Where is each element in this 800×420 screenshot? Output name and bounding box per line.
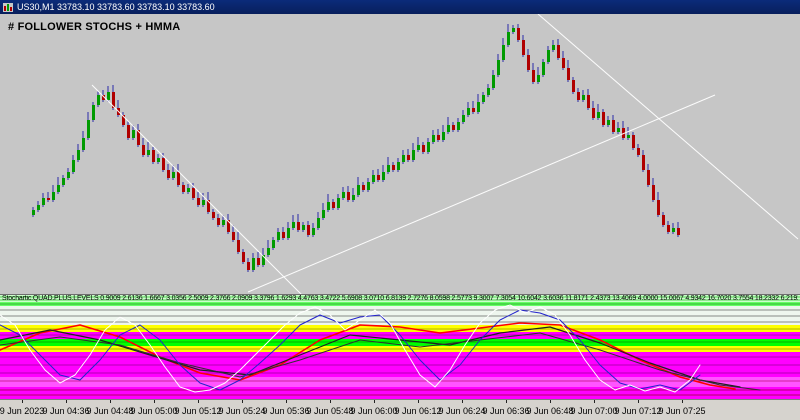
time-axis-tick [66, 400, 67, 403]
time-axis-tick [462, 400, 463, 403]
time-axis-tick [154, 400, 155, 403]
time-label: 9 Jun 06:12 [394, 406, 442, 416]
chart-window-titlebar[interactable]: US30,M1 33783.10 33783.60 33783.10 33783… [0, 0, 800, 14]
stochastic-indicator-panel: Stochartic.QUAD.PLUS.LEVELS 0.9009 2.613… [0, 294, 800, 399]
price-chart-panel: # FOLLOWER STOCHS + HMMA [0, 14, 800, 294]
window-title: US30,M1 33783.10 33783.60 33783.10 33783… [17, 2, 215, 12]
time-axis-tick [242, 400, 243, 403]
time-label: 9 Jun 05:12 [174, 406, 222, 416]
time-axis-tick [330, 400, 331, 403]
indicator-name-label: Stochartic.QUAD.PLUS.LEVELS 0.9009 2.613… [2, 295, 798, 302]
chart-icon [3, 2, 13, 12]
price-chart-canvas[interactable] [0, 14, 800, 294]
time-axis-tick [594, 400, 595, 403]
time-label: 9 Jun 07:00 [570, 406, 618, 416]
time-label: 9 Jun 2023 [0, 406, 45, 416]
time-label: 9 Jun 04:36 [42, 406, 90, 416]
time-axis[interactable]: 9 Jun 2023 9 Jun 04:36 9 Jun 04:48 9 Jun 05… [0, 399, 800, 420]
time-label: 9 Jun 04:48 [86, 406, 134, 416]
time-axis-tick [638, 400, 639, 403]
time-axis-tick [374, 400, 375, 403]
time-axis-tick [110, 400, 111, 403]
time-label: 9 Jun 07:12 [614, 406, 662, 416]
time-axis-tick [506, 400, 507, 403]
time-label: 9 Jun 06:00 [350, 406, 398, 416]
time-label: 9 Jun 07:25 [658, 406, 706, 416]
stochastic-indicator-canvas[interactable] [0, 295, 800, 399]
time-label: 9 Jun 05:48 [306, 406, 354, 416]
time-axis-tick [682, 400, 683, 403]
time-label: 9 Jun 06:36 [482, 406, 530, 416]
time-axis-tick [418, 400, 419, 403]
time-axis-tick [286, 400, 287, 403]
time-label: 9 Jun 06:24 [438, 406, 486, 416]
time-label: 9 Jun 06:48 [526, 406, 574, 416]
time-label: 9 Jun 05:24 [218, 406, 266, 416]
time-axis-tick [198, 400, 199, 403]
time-label: 9 Jun 05:00 [130, 406, 178, 416]
chart-comment-label: # FOLLOWER STOCHS + HMMA [8, 21, 181, 33]
time-label: 9 Jun 05:36 [262, 406, 310, 416]
time-axis-tick [22, 400, 23, 403]
time-axis-tick [550, 400, 551, 403]
